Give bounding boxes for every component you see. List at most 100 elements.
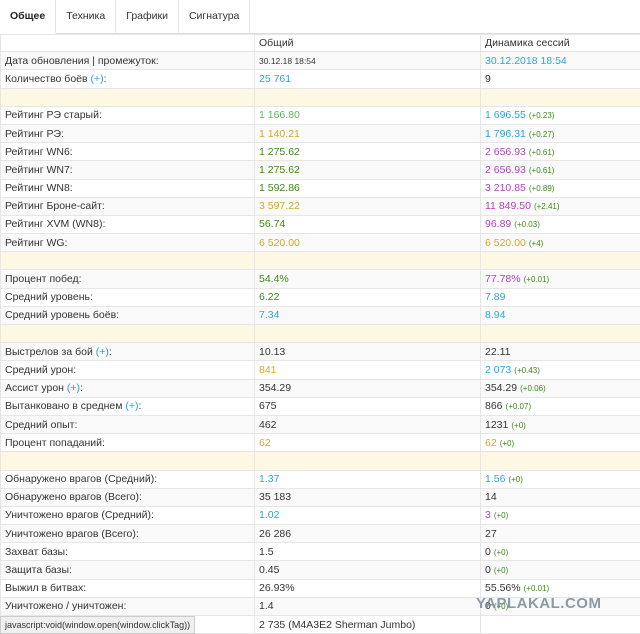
stat-session-value: 354.29 xyxy=(485,382,518,395)
stat-general-cell: 1.37 xyxy=(254,469,481,489)
stat-label: Обнаружено врагов (Средний): xyxy=(5,473,158,486)
tab-1[interactable]: Техника xyxy=(56,0,117,34)
status-bar-url: javascript:void(window.open(window.click… xyxy=(0,616,196,634)
stat-session-value: 1231 xyxy=(485,418,509,431)
stat-label: Процент побед: xyxy=(5,273,82,286)
table-row: Рейтинг РЭ старый: 1 166.80 1 696.55 (+0.23… xyxy=(0,105,640,125)
stat-label: Выжил в битвах: xyxy=(5,582,87,595)
stat-general-cell: 1 275.62 xyxy=(254,142,481,162)
stat-label-cell: Средний уровень: xyxy=(0,287,255,307)
stat-session-cell: 27 xyxy=(480,524,640,544)
stat-label: Выстрелов за бой xyxy=(5,345,93,358)
table-row: Рейтинг Броне-сайт: 3 597.22 11 849.50 (+2.… xyxy=(0,196,640,216)
stat-label: Уничтожено врагов (Средний): xyxy=(5,509,154,522)
stat-label-cell: Рейтинг WN8: xyxy=(0,178,255,198)
stat-session-cell: 2 656.93 (+0.61) xyxy=(480,142,640,162)
stat-session-value: 8.94 xyxy=(485,309,506,322)
table-row: Рейтинг WN6: 1 275.62 2 656.93 (+0.61) xyxy=(0,142,640,162)
stat-session-cell: 1.56 (+0) xyxy=(480,469,640,489)
stat-session-cell: 1 696.55 (+0.23) xyxy=(480,105,640,125)
stat-label-cell: Ассист урон (+): xyxy=(0,378,255,398)
help-link[interactable]: (+) xyxy=(66,382,81,395)
stat-general-value: 6 520.00 xyxy=(259,236,300,249)
stat-session-value: 866 xyxy=(485,400,503,413)
stat-session-cell: 354.29 (+0.06) xyxy=(480,378,640,398)
table-header-row: Общий Динамика сессий xyxy=(0,33,640,53)
stat-session-cell: 2 656.93 (+0.61) xyxy=(480,160,640,180)
table-row: Рейтинг РЭ: 1 140.21 1 796.31 (+0.27) xyxy=(0,123,640,144)
help-link[interactable]: (+) xyxy=(125,400,139,413)
stat-label-cell: Количество боёв (+): xyxy=(0,69,255,89)
stat-label-cell: Обнаружено врагов (Средний): xyxy=(0,469,255,489)
stat-session-delta: (+0) xyxy=(508,475,523,485)
stat-general-cell: 30.12.18 18:54 xyxy=(254,51,481,71)
table-row: Рейтинг WN7: 1 275.62 2 656.93 (+0.61) xyxy=(0,160,640,180)
stat-label-cell: Процент побед: xyxy=(0,269,255,289)
stat-general-value: 841 xyxy=(259,363,277,376)
stat-session-value: 62 xyxy=(485,436,497,449)
stat-session-value: 55.56% xyxy=(485,582,521,595)
stat-session-cell: 1231 (+0) xyxy=(480,414,640,435)
stat-session-cell: 22.11 xyxy=(480,342,640,362)
separator-cell xyxy=(0,87,255,107)
stat-general-value: 56.74 xyxy=(259,218,286,231)
table-row: Уничтожено врагов (Средний): 1.02 3 (+0) xyxy=(0,505,640,526)
section-separator xyxy=(0,251,640,271)
stat-label: Средний уровень: xyxy=(5,291,93,304)
stat-general-cell: 1.5 xyxy=(254,542,481,562)
stat-general-value: 62 xyxy=(259,436,271,449)
tab-3[interactable]: Сигнатура xyxy=(179,0,251,34)
stat-label-cell: Рейтинг WG: xyxy=(0,233,255,253)
stat-label-cell: Средний уровень боёв: xyxy=(0,305,255,326)
stat-label: Рейтинг WN8: xyxy=(5,182,73,195)
table-row: Ассист урон (+): 354.29 354.29 (+0.06) xyxy=(0,378,640,398)
stat-label: Процент попаданий: xyxy=(5,436,105,449)
help-link[interactable]: (+) xyxy=(95,345,109,358)
stat-general-value: 1.37 xyxy=(259,473,280,486)
separator-cell xyxy=(480,87,640,107)
stat-session-cell: 866 (+0.07) xyxy=(480,396,640,416)
stat-session-cell: 2 073 (+0.43) xyxy=(480,360,640,380)
stat-session-value: 0 xyxy=(485,564,491,577)
table-row: Рейтинг WG: 6 520.00 6 520.00 (+4) xyxy=(0,233,640,253)
table-row: Процент побед: 54.4% 77.78% (+0.01) xyxy=(0,269,640,289)
stat-label: Рейтинг WN6: xyxy=(5,145,73,158)
table-row: Средний уровень: 6.22 7.89 xyxy=(0,287,640,307)
stat-session-cell xyxy=(480,614,640,634)
stat-label: Рейтинг WN7: xyxy=(5,163,73,176)
stat-general-cell: 0.45 xyxy=(254,560,481,580)
separator-cell xyxy=(254,323,481,344)
tab-0[interactable]: Общее xyxy=(0,0,57,34)
stat-label-cell: Уничтожено / уничтожен: xyxy=(0,596,255,617)
stat-general-cell: 1 140.21 xyxy=(254,123,481,144)
stat-general-value: 7.34 xyxy=(259,309,280,322)
stat-label-cell: Обнаружено врагов (Всего): xyxy=(0,487,255,507)
stat-session-delta: (+0) xyxy=(493,547,509,557)
stat-session-cell: 7.89 xyxy=(480,287,640,307)
stat-session-value: 11 849.50 xyxy=(485,200,531,213)
table-row: Средний урон: 841 2 073 (+0.43) xyxy=(0,360,640,380)
stat-session-value: 2 073 xyxy=(485,363,512,376)
stat-session-value: 3 210.85 xyxy=(485,182,526,195)
stat-general-cell: 6 520.00 xyxy=(254,233,481,253)
tab-2[interactable]: Графики xyxy=(116,0,179,34)
stat-general-value: 1.5 xyxy=(259,545,274,558)
table-row: Количество боёв (+): 25 761 9 xyxy=(0,69,640,89)
stat-session-cell: 3 210.85 (+0.89) xyxy=(480,178,640,198)
stat-label-cell: Рейтинг РЭ: xyxy=(0,123,255,144)
stat-general-value: 54.4% xyxy=(259,273,289,286)
stat-label: Уничтожено / уничтожен: xyxy=(5,600,127,613)
stat-session-delta: (+0) xyxy=(493,511,509,521)
stat-session-value: 30.12.2018 18:54 xyxy=(485,54,567,67)
stat-session-cell: 0 (+0) xyxy=(480,596,640,617)
help-link[interactable]: (+) xyxy=(90,72,104,85)
separator-cell xyxy=(480,323,640,344)
table-row: Обнаружено врагов (Средний): 1.37 1.56 (+0) xyxy=(0,469,640,489)
stat-session-value: 96.89 xyxy=(485,218,512,231)
stat-session-cell: 14 xyxy=(480,487,640,507)
stat-general-cell: 354.29 xyxy=(254,378,481,398)
separator-cell xyxy=(0,323,255,344)
table-row: Дата обновления | промежуток: 30.12.18 18… xyxy=(0,51,640,71)
stat-label-cell: Дата обновления | промежуток: xyxy=(0,51,255,71)
stat-label-cell: Рейтинг XVM (WN8): xyxy=(0,214,255,235)
